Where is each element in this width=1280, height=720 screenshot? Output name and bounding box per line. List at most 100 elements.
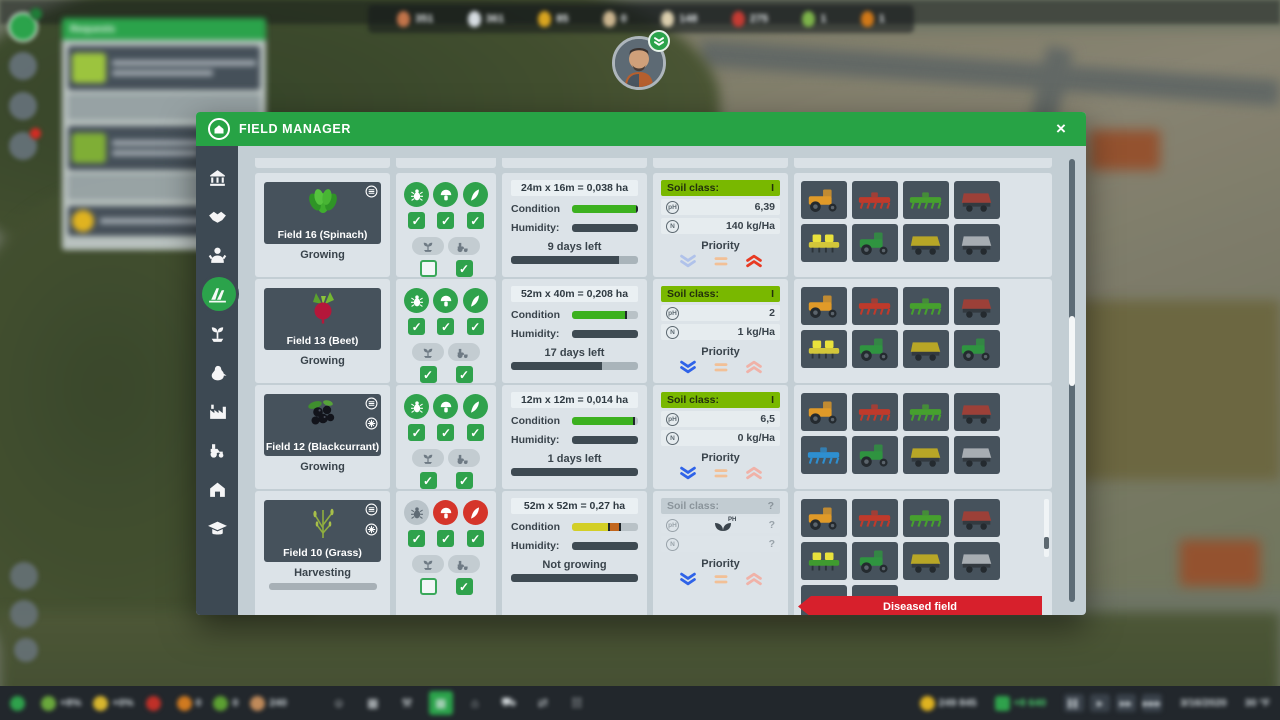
equipment-trailerRed-tile[interactable]	[954, 181, 1000, 219]
sidebar-item-staff[interactable]	[196, 236, 238, 275]
sidebar-item-fields[interactable]	[196, 275, 238, 314]
field-thumbnail[interactable]: Field 10 (Grass)	[264, 500, 381, 562]
sidebar-item-contracts[interactable]	[196, 197, 238, 236]
sidebar-item-animals[interactable]	[196, 353, 238, 392]
auto-fertilize-checkbox[interactable]	[419, 472, 437, 489]
field-thumbnail[interactable]: Field 12 (Blackcurrant)	[264, 394, 381, 456]
equipment-tractor-tile[interactable]	[801, 287, 847, 325]
weeds-checkbox[interactable]	[466, 318, 484, 335]
sidebar-item-production[interactable]	[196, 392, 238, 431]
hud-button[interactable]	[9, 52, 37, 80]
equipment-seederYellow-tile[interactable]	[801, 224, 847, 262]
equipment-cultivator-tile[interactable]	[903, 393, 949, 431]
priority-high-button[interactable]	[744, 254, 764, 274]
fungi-checkbox[interactable]	[437, 424, 455, 441]
list-scrollbar-thumb[interactable]	[1069, 316, 1075, 386]
auto-machines-checkbox[interactable]	[455, 260, 473, 277]
tool-field-manager-button[interactable]: ▦	[428, 691, 453, 715]
equipment-tractor-tile[interactable]	[801, 393, 847, 431]
priority-medium-button[interactable]	[711, 254, 731, 274]
priority-low-button[interactable]	[678, 466, 698, 486]
equipment-planterBlue-tile[interactable]	[801, 436, 847, 474]
fungi-checkbox[interactable]	[437, 318, 455, 335]
field-thumbnail[interactable]: Field 16 (Spinach)	[264, 182, 381, 244]
zoom-out-button[interactable]	[10, 600, 38, 628]
equipment-scrollbar[interactable]	[1044, 499, 1049, 557]
equipment-tractor-tile[interactable]	[801, 181, 847, 219]
sidebar-item-crops[interactable]	[196, 314, 238, 353]
pause-button[interactable]: ▌▌	[1064, 694, 1085, 712]
fff-button[interactable]: ▶▶▶	[1142, 694, 1163, 712]
priority-high-button[interactable]	[744, 572, 764, 592]
priority-low-button[interactable]	[678, 572, 698, 592]
auto-fertilize-checkbox[interactable]	[419, 578, 437, 595]
equipment-plow-tile[interactable]	[852, 499, 898, 537]
sidebar-item-training[interactable]	[196, 509, 238, 548]
tool-wrench-button[interactable]: ⚒	[401, 696, 413, 710]
fungi-checkbox[interactable]	[437, 212, 455, 229]
priority-low-button[interactable]	[678, 360, 698, 380]
auto-machines-checkbox[interactable]	[455, 366, 473, 383]
equipment-mower-tile[interactable]	[852, 436, 898, 474]
compass-button[interactable]	[14, 638, 38, 662]
equipment-trailerGray-tile[interactable]	[954, 542, 1000, 580]
tool-logistics-button[interactable]: ⇄	[537, 696, 548, 710]
weeds-checkbox[interactable]	[466, 212, 484, 229]
weeds-checkbox[interactable]	[466, 530, 484, 547]
fungi-checkbox[interactable]	[437, 530, 455, 547]
field-card-cell[interactable]: Field 10 (Grass) Harvesting	[255, 491, 390, 615]
priority-medium-button[interactable]	[711, 360, 731, 380]
auto-machines-checkbox[interactable]	[455, 472, 473, 489]
tool-vehicles-button[interactable]: ⛟	[501, 695, 517, 709]
priority-medium-button[interactable]	[711, 572, 731, 592]
priority-low-button[interactable]	[678, 254, 698, 274]
tool-buildings-button[interactable]: ⌂	[471, 696, 479, 710]
priority-high-button[interactable]	[744, 466, 764, 486]
equipment-harvester-tile[interactable]	[954, 330, 1000, 368]
avatar-collapse-button[interactable]	[648, 30, 670, 52]
equipment-trailerRed-tile[interactable]	[954, 393, 1000, 431]
priority-high-button[interactable]	[744, 360, 764, 380]
weeds-checkbox[interactable]	[466, 424, 484, 441]
auto-fertilize-checkbox[interactable]	[419, 366, 437, 383]
sidebar-item-machines[interactable]	[196, 431, 238, 470]
equipment-seederGreen-tile[interactable]	[801, 542, 847, 580]
ff-button[interactable]: ▶▶	[1116, 694, 1137, 712]
zoom-in-button[interactable]	[10, 562, 38, 590]
sidebar-item-town-hall[interactable]	[196, 158, 238, 197]
play-button[interactable]: ▶	[1090, 694, 1111, 712]
equipment-mower-tile[interactable]	[852, 224, 898, 262]
auto-fertilize-checkbox[interactable]	[419, 260, 437, 277]
equipment-trailerGray-tile[interactable]	[954, 224, 1000, 262]
equipment-tractor-tile[interactable]	[801, 499, 847, 537]
pest-checkbox[interactable]	[408, 530, 426, 547]
equipment-cultivator-tile[interactable]	[903, 499, 949, 537]
equipment-trailerGray-tile[interactable]	[954, 436, 1000, 474]
equipment-cultivator-tile[interactable]	[903, 181, 949, 219]
equipment-sprayer-tile[interactable]	[903, 436, 949, 474]
equipment-mower-tile[interactable]	[852, 542, 898, 580]
equipment-sprayer-tile[interactable]	[903, 330, 949, 368]
field-card-cell[interactable]: Field 12 (Blackcurrant) Growing	[255, 385, 390, 489]
equipment-seederYellow-tile[interactable]	[801, 330, 847, 368]
pest-checkbox[interactable]	[408, 318, 426, 335]
equipment-trailerRed-tile[interactable]	[954, 499, 1000, 537]
close-icon[interactable]: ×	[1056, 119, 1066, 138]
field-thumbnail[interactable]: Field 13 (Beet)	[264, 288, 381, 350]
auto-machines-checkbox[interactable]	[455, 578, 473, 595]
equipment-plow-tile[interactable]	[852, 181, 898, 219]
equipment-plow-tile[interactable]	[852, 287, 898, 325]
priority-medium-button[interactable]	[711, 466, 731, 486]
equipment-cultivator-tile[interactable]	[903, 287, 949, 325]
equipment-sprayer-tile[interactable]	[903, 224, 949, 262]
equipment-sprayer-tile[interactable]	[903, 542, 949, 580]
field-card-cell[interactable]: Field 16 (Spinach) Growing	[255, 173, 390, 277]
field-card-cell[interactable]: Field 13 (Beet) Growing	[255, 279, 390, 383]
request-card[interactable]	[68, 46, 260, 90]
tool-fields-button[interactable]: ▦	[367, 696, 379, 710]
pest-checkbox[interactable]	[408, 424, 426, 441]
equipment-mower-tile[interactable]	[852, 330, 898, 368]
tool-staff-button[interactable]: ☺	[332, 696, 345, 710]
sidebar-item-farm-buildings[interactable]	[196, 470, 238, 509]
equipment-trailerRed-tile[interactable]	[954, 287, 1000, 325]
